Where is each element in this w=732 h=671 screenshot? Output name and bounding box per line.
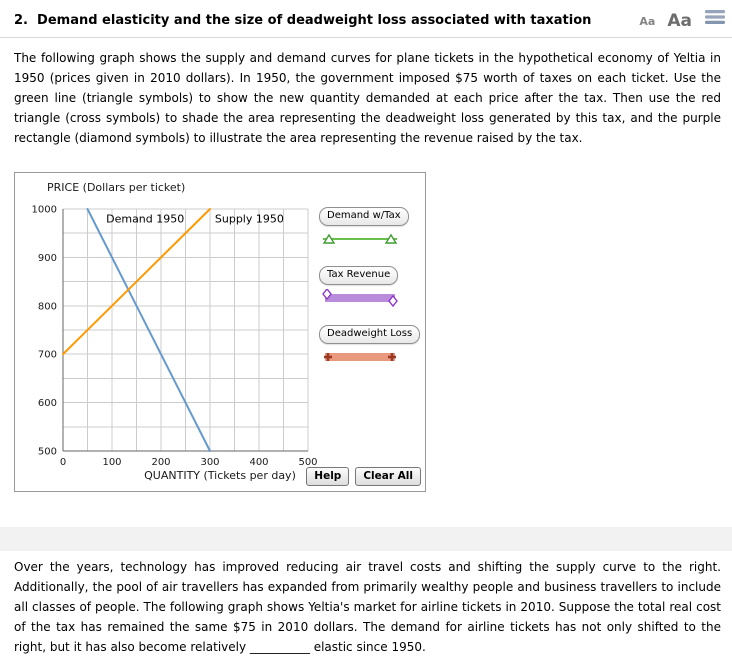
svg-text:100: 100 [102, 457, 121, 468]
svg-text:200: 200 [151, 457, 170, 468]
svg-text:300: 300 [200, 457, 219, 468]
svg-text:0: 0 [60, 457, 66, 468]
graph-panel-buttons: Help Clear All [306, 467, 421, 486]
section-divider [0, 527, 732, 551]
svg-text:Demand 1950: Demand 1950 [106, 213, 184, 226]
help-button[interactable]: Help [306, 467, 350, 486]
deadweight-loss-button[interactable]: Deadweight Loss [319, 325, 421, 344]
followup-paragraph: Over the years, technology has improved … [14, 560, 721, 654]
reader-mode-icon[interactable] [704, 8, 726, 31]
demand-with-tax-line-tool[interactable] [319, 230, 401, 248]
intro-paragraph: The following graph shows the supply and… [14, 51, 721, 145]
svg-text:Supply 1950: Supply 1950 [215, 213, 284, 226]
svg-text:600: 600 [38, 398, 57, 409]
y-axis-title: PRICE (Dollars per ticket) [47, 181, 186, 194]
legend-item-deadweight-loss: Deadweight Loss [319, 321, 423, 366]
question-title: 2. Demand elasticity and the size of dea… [14, 13, 592, 28]
deadweight-loss-triangle-tool[interactable] [319, 348, 401, 366]
header-divider [0, 37, 732, 38]
svg-text:700: 700 [38, 350, 57, 361]
svg-text:500: 500 [38, 447, 57, 458]
clear-all-button[interactable]: Clear All [355, 467, 421, 486]
demand-with-tax-button[interactable]: Demand w/Tax [319, 207, 409, 226]
legend-item-demand-with-tax: Demand w/Tax [319, 203, 423, 248]
font-size-large-button[interactable]: Aa [667, 11, 692, 31]
font-size-small-button[interactable]: Aa [639, 15, 656, 28]
tax-revenue-rectangle-tool[interactable] [319, 289, 401, 307]
x-axis-title: QUANTITY (Tickets per day) [144, 469, 296, 482]
svg-text:800: 800 [38, 301, 57, 312]
graph-tool-legend: Demand w/Tax Tax Revenue Deadweight Loss [319, 203, 423, 380]
header-tools: Aa Aa [639, 8, 726, 31]
supply-demand-chart[interactable]: 500 600 700 800 900 1000 0 100 200 300 400 500 Deman… [15, 199, 325, 483]
graph-panel: PRICE (Dollars per ticket) 500 600 700 800 9… [14, 172, 426, 492]
svg-text:400: 400 [249, 457, 268, 468]
legend-item-tax-revenue: Tax Revenue [319, 262, 423, 307]
svg-text:900: 900 [38, 253, 57, 264]
tax-revenue-button[interactable]: Tax Revenue [319, 266, 399, 285]
svg-text:500: 500 [298, 457, 317, 468]
svg-text:1000: 1000 [32, 205, 57, 216]
